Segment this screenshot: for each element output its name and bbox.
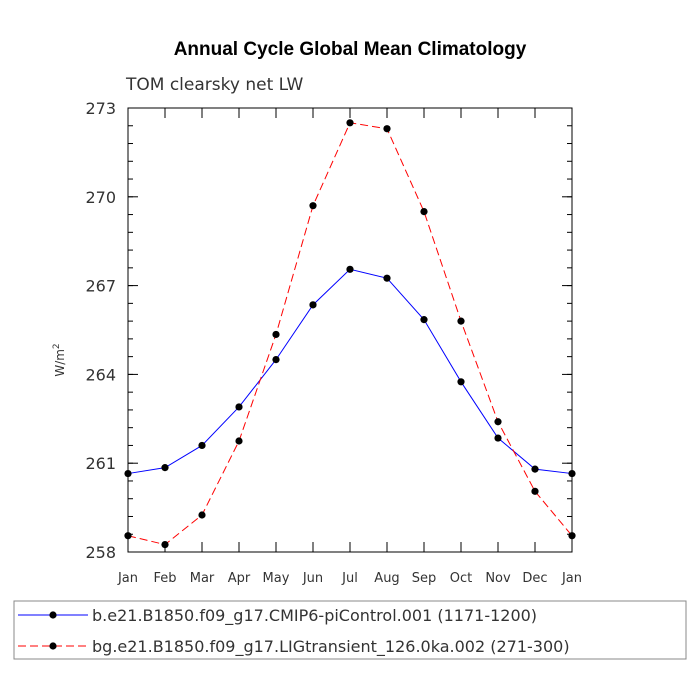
series-1-point [494,434,502,442]
series-2-point [235,437,243,445]
series-line-1 [127,268,573,475]
x-tick-label: Jun [302,571,323,586]
x-tick-label: Dec [522,571,547,586]
series-2-point [457,317,465,325]
x-tick-label: May [263,571,290,586]
y-tick-label: 264 [85,365,116,384]
series-2-point [198,511,206,519]
y-axis-label: W/m2 [52,343,67,376]
y-tick-label: 267 [85,277,116,296]
series-2-point [568,532,576,540]
series-2-point [494,418,502,426]
series-2-point [346,119,354,127]
x-tick-label: Oct [450,571,472,586]
legend-marker-1 [49,611,57,619]
series-2-point [161,541,169,549]
x-tick-label: Sep [412,571,437,586]
series-1-point [272,356,280,364]
series-2-point [124,532,132,540]
legend-box [13,600,687,660]
x-tick-label: Mar [190,571,215,586]
series-1-point [309,301,317,309]
series-line-2 [127,122,573,546]
series-1-point [346,265,354,273]
plot-frame [127,107,573,553]
legend-marker-2 [49,642,57,650]
series-1-point [420,316,428,324]
x-tick-label: Aug [374,571,399,586]
plot-border [127,107,573,553]
y-tick-label: 261 [85,454,116,473]
legend: b.e21.B1850.f09_g17.CMIP6-piControl.001 … [13,600,687,660]
y-tick-label: 273 [85,99,116,118]
series-2-point [531,487,539,495]
axis-ticks: 258 261 264 267 270 273 Jan Feb Mar Apr May Jun Jul A… [85,99,582,586]
series-1-point [161,464,169,472]
series-2-point [420,208,428,216]
series-2-point [309,202,317,210]
series-1-point [198,441,206,450]
y-axis-label-unit: W/m [53,349,67,377]
chart-title: Annual Cycle Global Mean Climatology [174,39,527,60]
series-2-point [383,125,391,133]
chart-subtitle: TOM clearsky net LW [125,75,304,95]
x-tick-label: Jan [117,571,138,586]
y-axis-label-superscript: 2 [52,343,62,349]
x-tick-label: Jan [561,571,582,586]
series-1-point [457,378,465,386]
x-tick-label: Feb [153,571,176,586]
series-2-point [272,330,280,339]
x-tick-label: Apr [228,571,251,586]
series-1-point [568,469,576,478]
legend-label-1: b.e21.B1850.f09_g17.CMIP6-piControl.001 … [92,606,537,626]
y-tick-label: 258 [85,543,116,562]
x-tick-label: Jul [341,571,358,586]
series-layer [124,119,576,549]
series-1-point [235,403,243,411]
series-1-point [383,274,391,282]
legend-label-2: bg.e21.B1850.f09_g17.LIGtransient_126.0k… [92,637,570,657]
series-1-point [124,469,132,478]
x-tick-label: Nov [485,571,511,586]
series-1-point [531,465,539,473]
y-tick-label: 270 [85,188,116,207]
